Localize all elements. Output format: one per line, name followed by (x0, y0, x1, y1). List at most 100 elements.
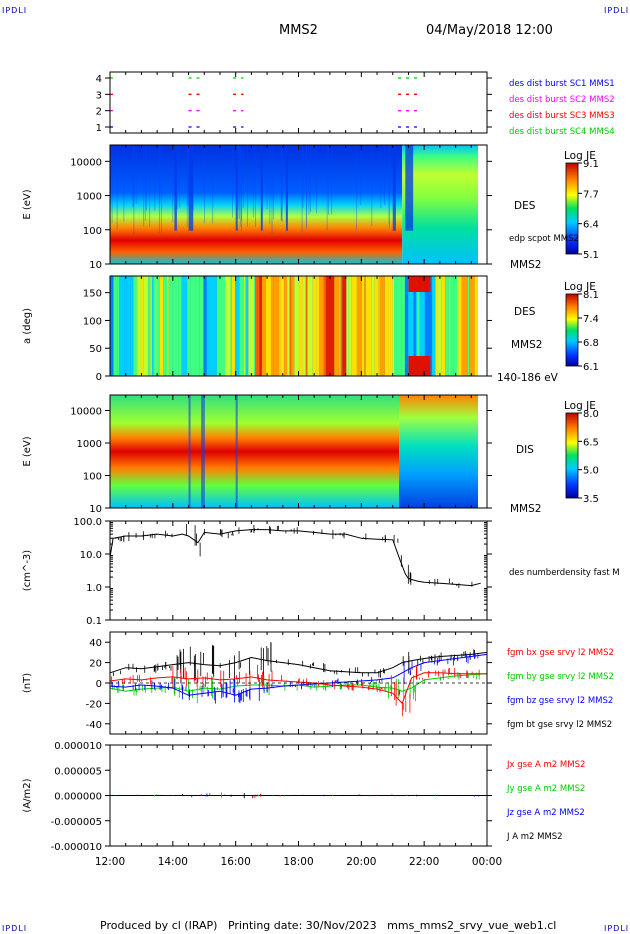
spacecraft-label: MMS2 (511, 339, 542, 351)
legend-entry: des dist burst SC1 MMS1 (509, 79, 615, 89)
spectrogram-dis-energy (110, 395, 400, 508)
pitch-angle-stripe (133, 276, 137, 376)
y-tick-label: -0.000010 (51, 842, 102, 853)
pitch-angle-stripe (151, 276, 154, 376)
y-tick-label: 100 (83, 316, 102, 327)
pitch-angle-stripe (294, 276, 300, 376)
pitch-angle-stripe (172, 276, 179, 376)
pitch-angle-stripe (230, 276, 232, 376)
pitch-angle-stripe (168, 276, 173, 376)
spectrogram-dis-energy-late (399, 395, 478, 508)
pitch-angle-stripe (255, 276, 258, 376)
spectrogram-dropout (201, 395, 205, 508)
pitch-angle-stripe (342, 276, 347, 376)
pitch-angle-stripe (117, 276, 120, 376)
spectrogram-dropout (392, 145, 396, 231)
legend-entry: fgm by gse srvy l2 MMS2 (507, 672, 614, 682)
corner-label-top-right: IPDLI (604, 6, 630, 15)
y-tick-label: 0 (96, 679, 102, 690)
pitch-angle-stripe (124, 276, 127, 376)
pitch-angle-stripe (388, 276, 393, 376)
pitch-angle-stripe (453, 276, 458, 376)
pitch-angle-stripe (384, 276, 389, 376)
y-tick-label: 10 (89, 260, 102, 271)
pitch-angle-stripe (448, 276, 450, 376)
x-tick-label: 22:00 (409, 856, 439, 868)
pitch-angle-stripe (441, 276, 446, 376)
pitch-angle-stripe (130, 276, 134, 376)
y-tick-label: 10.0 (80, 550, 102, 561)
pitch-angle-stripe (323, 276, 326, 376)
pitch-angle-stripe (458, 276, 462, 376)
overlay-label: edp scpot MMS2 (509, 234, 579, 244)
field-line (109, 672, 487, 705)
spacecraft-title: MMS2 (279, 23, 318, 38)
pitch-angle-stripe (371, 276, 375, 376)
pitch-angle-stripe (361, 276, 365, 376)
pitch-angle-stripe (307, 276, 313, 376)
pitch-angle-stripe (166, 276, 169, 376)
x-tick-label: 18:00 (283, 856, 313, 868)
y-axis-label: (A/m2) (22, 778, 33, 812)
pitch-angle-stripe (302, 276, 306, 376)
legend-entry: des dist burst SC4 MMS4 (509, 127, 615, 137)
pitch-angle-stripe (239, 276, 244, 376)
y-tick-label: 150 (83, 289, 102, 300)
pitch-angle-stripe (254, 276, 256, 376)
y-tick-label: 10 (89, 504, 102, 515)
y-tick-label: 0.000000 (54, 792, 102, 803)
pitch-angle-stripe (291, 276, 295, 376)
pitch-angle-stripe (119, 276, 125, 376)
spacecraft-label: MMS2 (510, 503, 541, 515)
data-gap (478, 276, 487, 376)
pitch-angle-stripe (115, 276, 118, 376)
instrument-label: DES (514, 200, 536, 212)
pitch-angle-stripe (206, 276, 213, 376)
pitch-angle-stripe (265, 276, 272, 376)
pitch-angle-stripe (231, 276, 236, 376)
pitch-angle-stripe (413, 276, 416, 376)
colorbar (565, 412, 579, 499)
pitch-angle-stripe (245, 276, 249, 376)
x-tick-label: 14:00 (158, 856, 188, 868)
pitch-angle-stripe (163, 276, 167, 376)
colorbar-tick-label: 8.0 (583, 409, 599, 420)
data-gap (478, 145, 487, 264)
footer-credit: Produced by cl (IRAP) Printing date: 30/… (100, 919, 557, 932)
pitch-angle-stripe (287, 276, 290, 376)
pitch-angle-stripe (404, 276, 409, 376)
y-tick-label: 1000 (77, 192, 102, 203)
colorbar-tick-label: 5.0 (583, 466, 599, 477)
pitch-angle-stripe (431, 276, 436, 376)
pitch-angle-stripe (190, 276, 196, 376)
y-tick-label: 2 (96, 107, 102, 118)
pitch-angle-stripe (140, 276, 144, 376)
y-tick-label: 100.0 (73, 517, 102, 528)
pitch-angle-stripe (396, 276, 402, 376)
pitch-angle-stripe (248, 276, 255, 376)
spectrogram-dropout (235, 145, 238, 231)
spectrogram-dropout (174, 145, 177, 231)
pitch-angle-stripe (159, 276, 164, 376)
y-tick-label: 10000 (70, 407, 102, 418)
pitch-angle-stripe (195, 276, 200, 376)
pitch-angle-stripe (148, 276, 151, 376)
colorbar-tick-label: 6.8 (583, 338, 599, 349)
y-tick-label: 100 (83, 472, 102, 483)
spectrogram-dropout (188, 145, 194, 231)
x-tick-label: 12:00 (95, 856, 125, 868)
pitch-angle-stripe (235, 276, 240, 376)
pitch-angle-stripe (319, 276, 324, 376)
pitch-angle-stripe (325, 276, 332, 376)
pitch-angle-stripe (467, 276, 470, 376)
pitch-angle-stripe (312, 276, 317, 376)
legend-entry: fgm bx gse srvy l2 MMS2 (507, 648, 614, 658)
pitch-angle-stripe (364, 276, 366, 376)
colorbar-tick-label: 9.1 (583, 159, 599, 170)
spectrogram-des-energy (110, 145, 403, 264)
y-tick-label: -0.000005 (51, 817, 102, 828)
colorbar-tick-label: 5.1 (583, 250, 599, 261)
corner-label-bottom-right: IPDLI (604, 924, 630, 933)
y-tick-label: 20 (89, 659, 102, 670)
pitch-angle-stripe (113, 276, 116, 376)
